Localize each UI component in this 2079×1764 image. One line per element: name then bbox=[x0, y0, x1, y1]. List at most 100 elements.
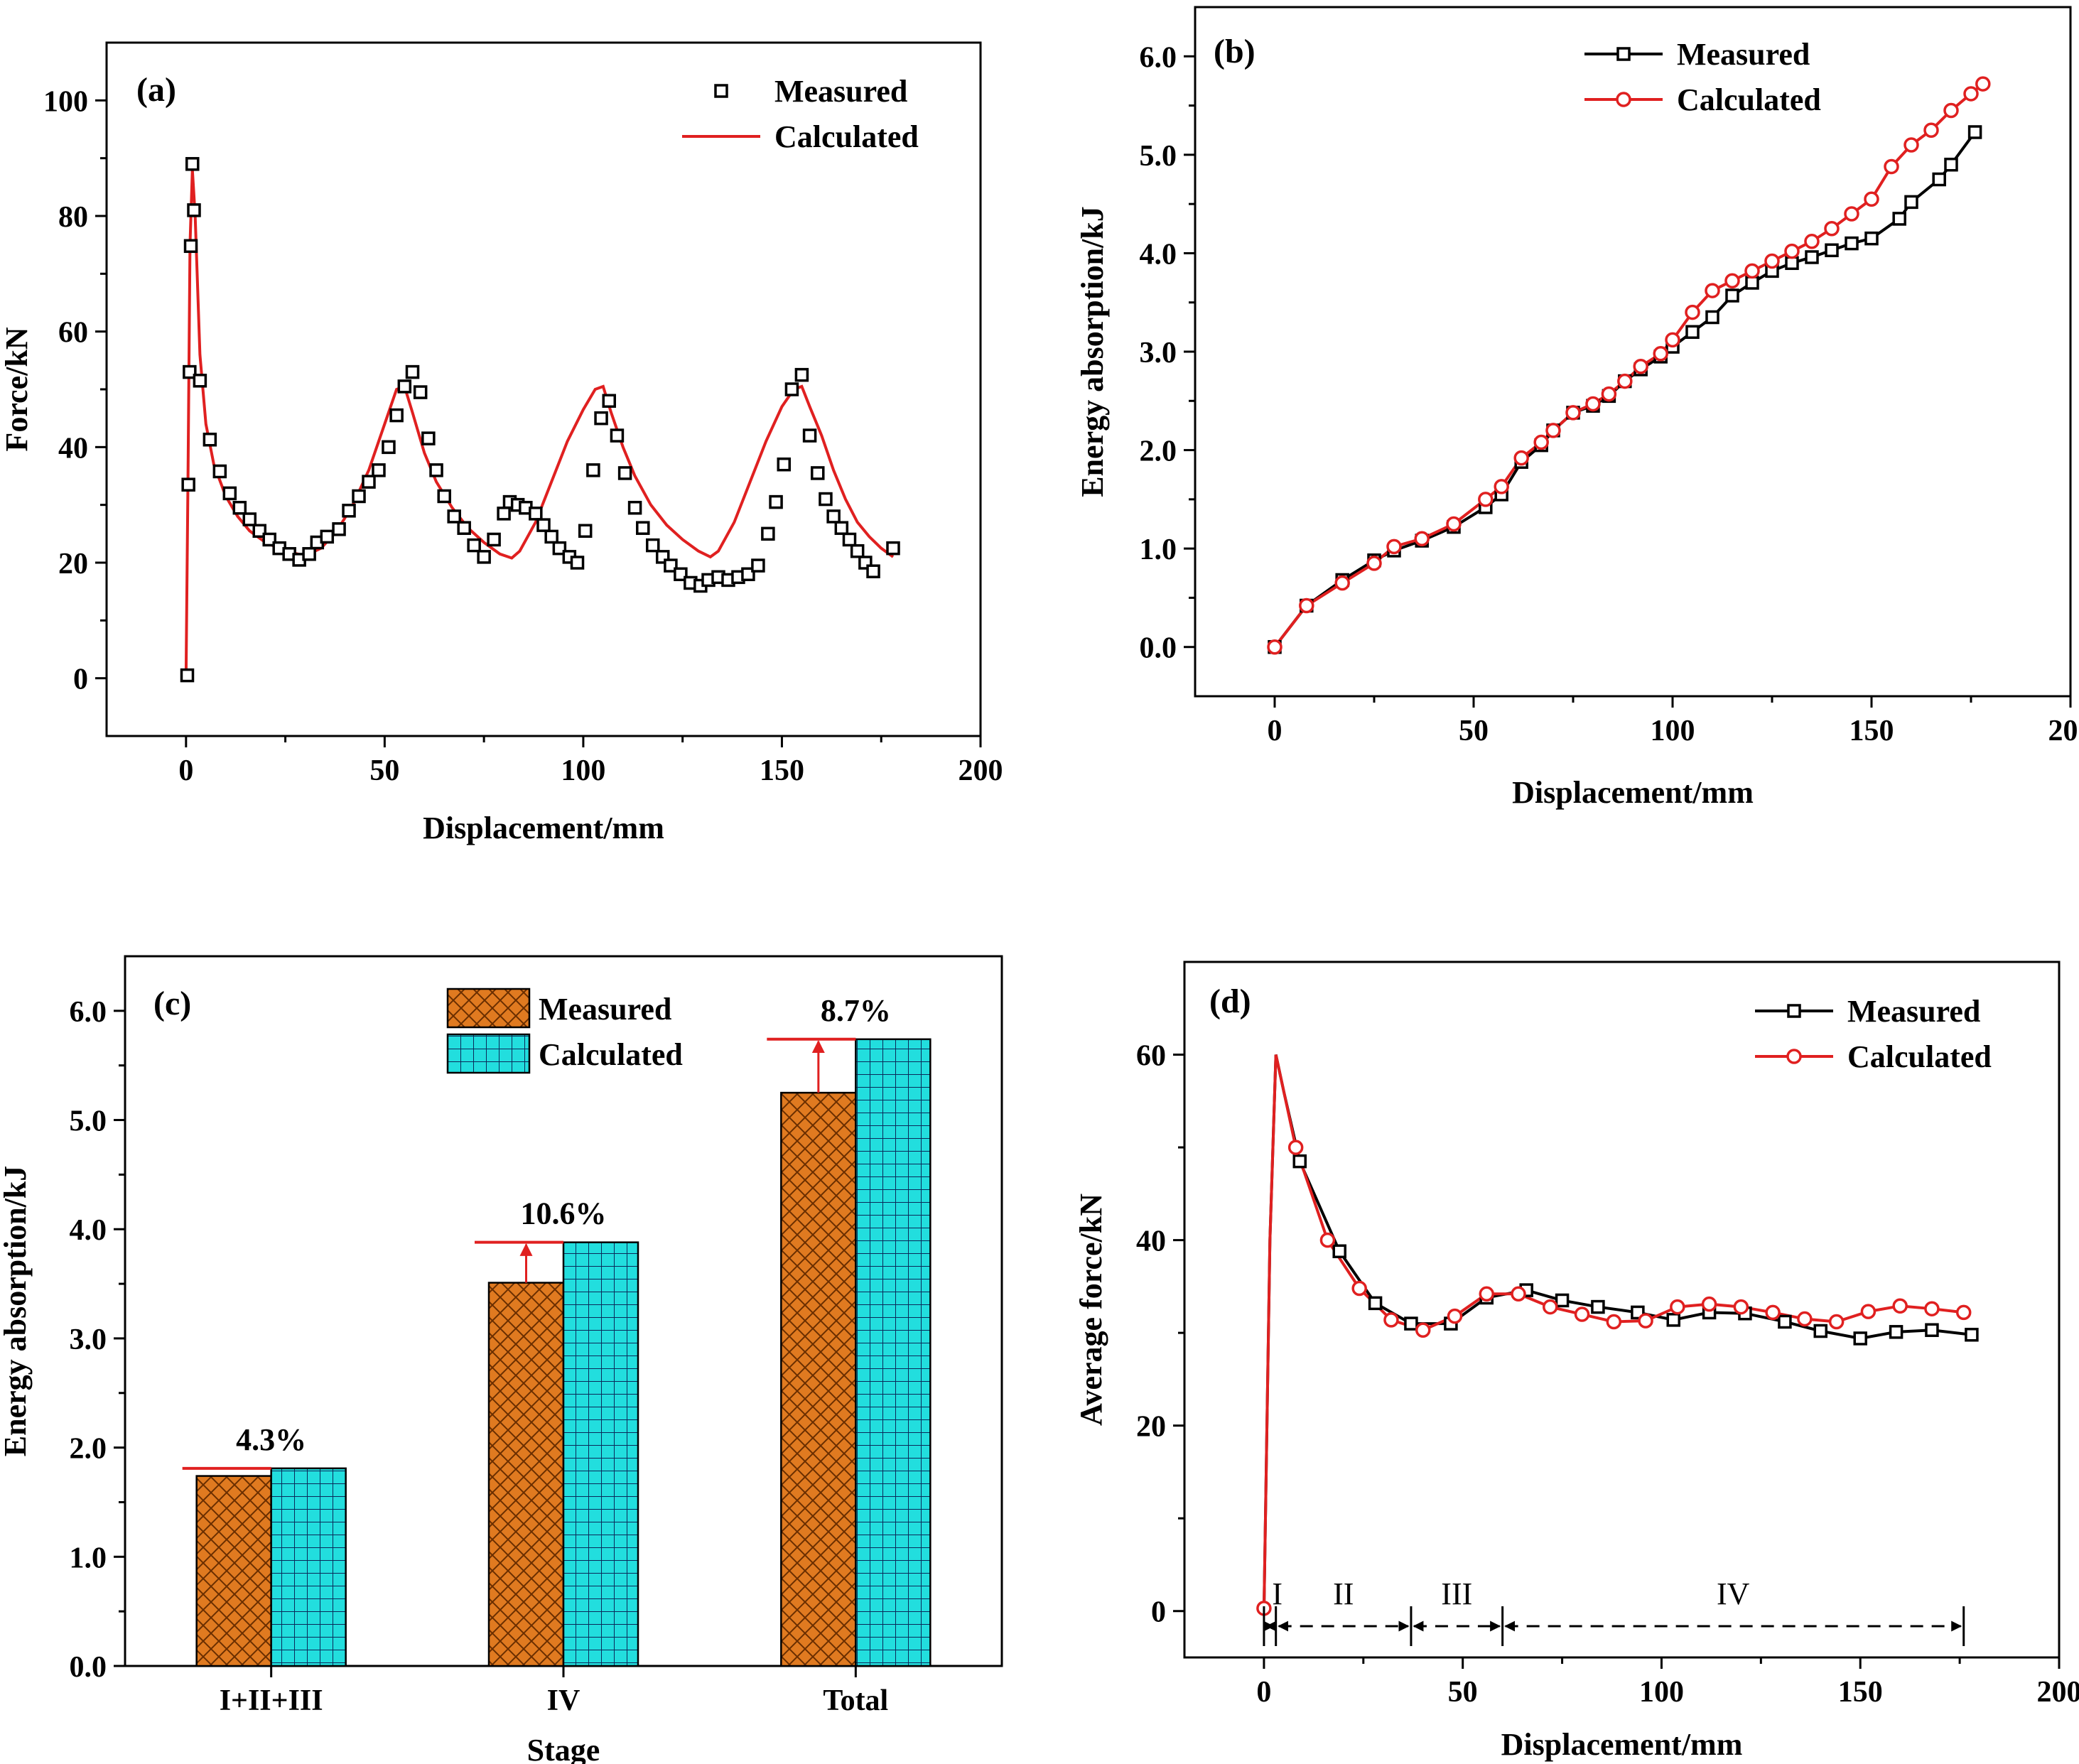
calculated-point bbox=[1565, 405, 1581, 421]
legend-label: Measured bbox=[1847, 994, 1980, 1029]
measured-point bbox=[477, 550, 491, 564]
x-tick-label: 0 bbox=[1256, 1676, 1271, 1709]
y-tick-label: 3.0 bbox=[70, 1324, 107, 1356]
calculated-series-line bbox=[184, 169, 895, 678]
measured-point bbox=[529, 507, 543, 521]
calculated-point bbox=[1904, 137, 1919, 153]
measured-point bbox=[497, 507, 511, 521]
measured-point bbox=[1944, 157, 1958, 172]
y-tick-label: 40 bbox=[1136, 1225, 1166, 1258]
y-tick-label: 0 bbox=[73, 664, 88, 696]
measured-series-line bbox=[1273, 131, 1977, 648]
legend-marker-1 bbox=[1786, 1049, 1802, 1064]
calculated-point bbox=[1955, 1304, 1972, 1321]
y-axis-label: Average force/kN bbox=[1074, 1194, 1108, 1426]
y-tick-label: 1.0 bbox=[1140, 534, 1177, 566]
calculated-point bbox=[1545, 423, 1561, 438]
calculated-point bbox=[1633, 359, 1648, 374]
calculated-point bbox=[1574, 1306, 1590, 1322]
calculated-point bbox=[1828, 1314, 1845, 1330]
measured-point bbox=[1705, 310, 1719, 325]
measured-point bbox=[819, 492, 833, 507]
calculated-point bbox=[1414, 531, 1430, 547]
calculated-point bbox=[1533, 434, 1549, 450]
calculated-point bbox=[1804, 234, 1820, 249]
measured-bar bbox=[780, 1091, 857, 1667]
measured-point bbox=[617, 466, 632, 480]
y-tick-label: 0.0 bbox=[1140, 632, 1177, 665]
calculated-point bbox=[1319, 1232, 1336, 1248]
measured-point bbox=[610, 428, 625, 443]
calculated-point bbox=[1386, 539, 1402, 555]
x-tick-label: 150 bbox=[760, 754, 804, 787]
panel-c-energy-by-stage: 0.0 1.0 2.0 3.0 4.0 5.0 6.0 (c) Stage Energy abso… bbox=[0, 955, 1003, 1764]
measured-point bbox=[811, 466, 825, 480]
measured-point bbox=[850, 543, 865, 558]
panel-label: (c) bbox=[153, 985, 191, 1022]
measured-point bbox=[769, 494, 783, 509]
x-tick-label: 100 bbox=[1639, 1676, 1684, 1709]
measured-point bbox=[222, 486, 237, 501]
measured-point bbox=[467, 538, 481, 553]
legend-marker-0 bbox=[1787, 1004, 1801, 1018]
calculated-point bbox=[1943, 102, 1959, 119]
measured-point bbox=[886, 541, 900, 556]
measured-point bbox=[1404, 1316, 1418, 1331]
plot-frame bbox=[1183, 961, 2061, 1659]
legend-label: Measured bbox=[774, 74, 907, 109]
measured-point bbox=[842, 532, 857, 547]
y-tick-label: 0 bbox=[1151, 1596, 1166, 1629]
measured-point bbox=[761, 526, 775, 541]
measured-point bbox=[777, 457, 791, 472]
calculated-point bbox=[1585, 396, 1601, 412]
calculated-point bbox=[1479, 1286, 1495, 1302]
calculated-bar bbox=[562, 1241, 639, 1667]
measured-point bbox=[232, 500, 247, 515]
measured-point bbox=[1745, 276, 1759, 290]
measured-point bbox=[1967, 125, 1982, 139]
measured-point bbox=[1778, 1314, 1792, 1329]
measured-point bbox=[751, 558, 765, 573]
legend-label: Measured bbox=[1677, 37, 1810, 72]
x-tick-label: 100 bbox=[1651, 715, 1695, 747]
y-tick-label: 2.0 bbox=[1140, 435, 1177, 468]
measured-point bbox=[664, 558, 678, 573]
x-tick-label: 150 bbox=[1850, 715, 1894, 747]
percent-increase-label: 4.3% bbox=[236, 1422, 306, 1457]
measured-point bbox=[1555, 1293, 1570, 1308]
measured-point bbox=[544, 529, 558, 544]
calculated-point bbox=[1267, 639, 1282, 655]
calculated-point bbox=[1638, 1313, 1653, 1329]
measured-point bbox=[1813, 1324, 1828, 1338]
x-tick-label: 200 bbox=[2037, 1676, 2079, 1709]
x-tick-label: 0 bbox=[1268, 715, 1282, 747]
legend-label: Calculated bbox=[774, 119, 919, 154]
stage-label: IV bbox=[1717, 1576, 1750, 1611]
calculated-point bbox=[1764, 253, 1780, 269]
calculated-point bbox=[1860, 1304, 1876, 1319]
panel-d-average-force: 0 50 100 150 200 0 20 40 60 (d) Displacement/mm Ave… bbox=[1074, 961, 2079, 1762]
panel-label: (d) bbox=[1209, 983, 1251, 1020]
measured-point bbox=[1932, 172, 1946, 187]
calculated-point bbox=[1334, 575, 1350, 591]
calculated-point bbox=[1665, 332, 1680, 348]
calculated-point bbox=[1287, 1140, 1304, 1155]
y-tick-label: 20 bbox=[58, 548, 88, 580]
calculated-point bbox=[1724, 273, 1740, 288]
calculated-point bbox=[1892, 1298, 1908, 1314]
measured-bar bbox=[487, 1282, 565, 1667]
calculated-point bbox=[1366, 556, 1382, 571]
measured-point bbox=[627, 500, 642, 515]
x-tick-label: 50 bbox=[369, 754, 399, 787]
stage-label: II bbox=[1333, 1576, 1354, 1611]
legend-marker-0 bbox=[1616, 47, 1631, 61]
panel-b-energy-absorption: 0 50 100 150 200 0.0 1.0 2.0 3.0 4.0 5.0 6.0 (b) Disp… bbox=[1075, 6, 2079, 810]
y-axis-label: Energy absorption/kJ bbox=[1075, 206, 1110, 497]
calculated-point bbox=[1924, 1301, 1940, 1316]
legend-swatch-0 bbox=[446, 987, 531, 1029]
calculated-point bbox=[1447, 1308, 1463, 1324]
legend-label: Calculated bbox=[539, 1037, 683, 1072]
measured-point bbox=[1925, 1323, 1939, 1337]
y-tick-label: 3.0 bbox=[1140, 337, 1177, 369]
